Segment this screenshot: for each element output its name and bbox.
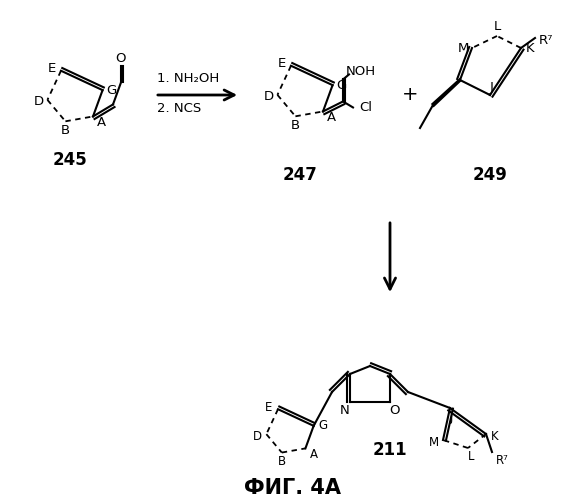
Text: D: D	[33, 96, 44, 108]
Text: G: G	[107, 84, 117, 96]
Text: A: A	[326, 111, 336, 124]
Text: B: B	[291, 119, 300, 132]
Text: B: B	[278, 455, 286, 468]
Text: E: E	[265, 400, 273, 413]
Text: 2. NCS: 2. NCS	[157, 102, 201, 116]
Text: NOH: NOH	[346, 65, 376, 78]
Text: M: M	[457, 42, 469, 56]
Text: K: K	[491, 430, 499, 442]
Text: L: L	[468, 450, 474, 464]
Text: 245: 245	[52, 151, 87, 169]
Text: +: +	[402, 86, 418, 104]
Text: J: J	[490, 80, 494, 94]
Text: J: J	[449, 410, 452, 424]
Text: M: M	[429, 436, 439, 448]
Text: L: L	[493, 20, 501, 34]
Text: R⁷: R⁷	[496, 454, 509, 466]
Text: O: O	[116, 52, 127, 65]
Text: 249: 249	[473, 166, 507, 184]
Text: D: D	[253, 430, 262, 442]
Text: N: N	[340, 404, 350, 416]
Text: E: E	[278, 58, 286, 70]
Text: A: A	[96, 116, 106, 129]
Text: Cl: Cl	[359, 101, 372, 114]
Text: 247: 247	[283, 166, 317, 184]
Text: K: K	[526, 42, 534, 56]
Text: R⁷: R⁷	[539, 34, 553, 46]
Text: D: D	[264, 90, 273, 104]
Text: 211: 211	[373, 441, 408, 459]
Text: E: E	[48, 62, 56, 76]
Text: A: A	[310, 448, 317, 461]
Text: ФИГ. 4А: ФИГ. 4А	[244, 478, 340, 498]
Text: B: B	[61, 124, 70, 137]
Text: G: G	[336, 78, 347, 92]
Text: G: G	[318, 420, 327, 432]
Text: 1. NH₂OH: 1. NH₂OH	[157, 72, 219, 86]
Text: O: O	[390, 404, 401, 416]
